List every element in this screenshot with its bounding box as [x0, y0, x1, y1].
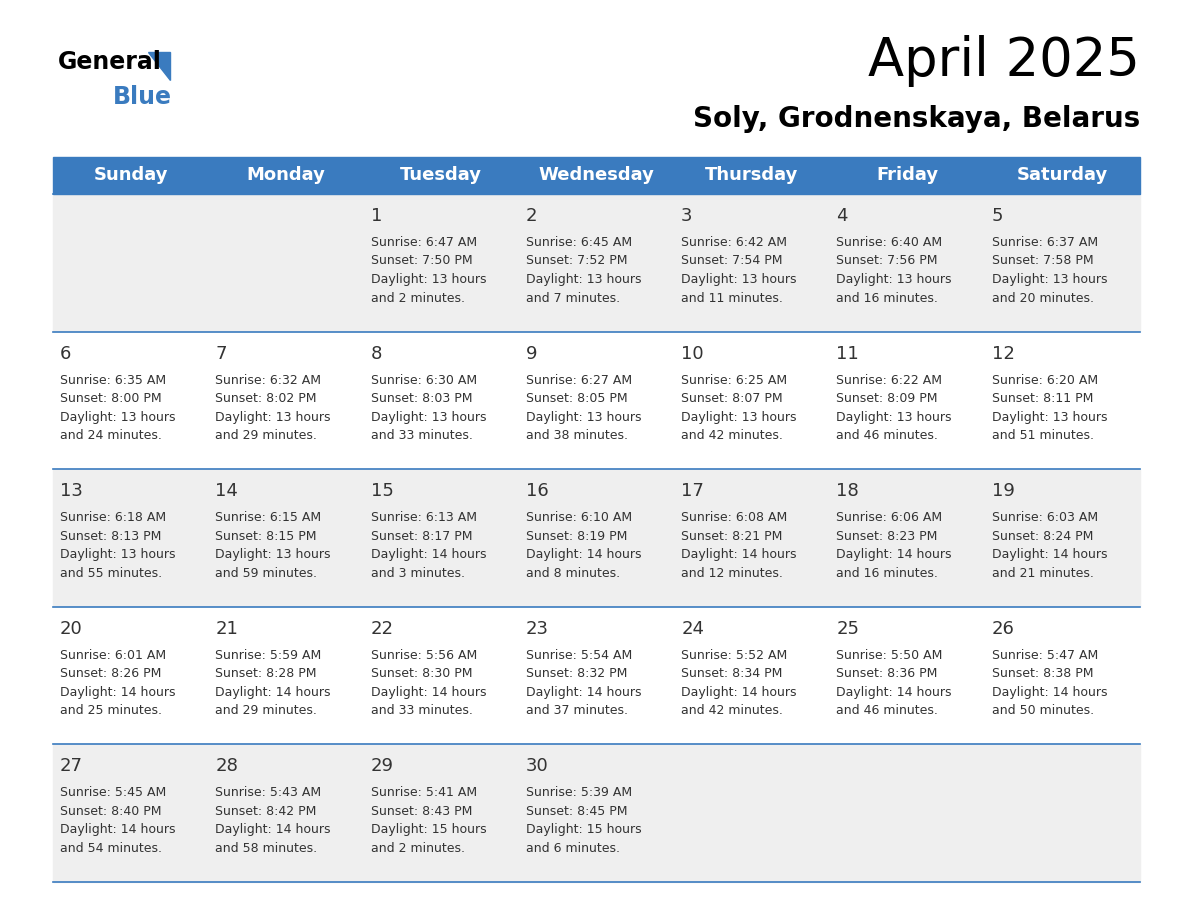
Text: Sunrise: 6:10 AM
Sunset: 8:19 PM
Daylight: 14 hours
and 8 minutes.: Sunrise: 6:10 AM Sunset: 8:19 PM Dayligh…: [526, 511, 642, 579]
Text: 9: 9: [526, 344, 537, 363]
Bar: [53, 744, 1140, 882]
Text: Sunrise: 5:47 AM
Sunset: 8:38 PM
Daylight: 14 hours
and 50 minutes.: Sunrise: 5:47 AM Sunset: 8:38 PM Dayligh…: [992, 649, 1107, 717]
Text: Tuesday: Tuesday: [400, 166, 482, 185]
Text: Sunrise: 6:06 AM
Sunset: 8:23 PM
Daylight: 14 hours
and 16 minutes.: Sunrise: 6:06 AM Sunset: 8:23 PM Dayligh…: [836, 511, 952, 579]
Text: Sunrise: 6:47 AM
Sunset: 7:50 PM
Daylight: 13 hours
and 2 minutes.: Sunrise: 6:47 AM Sunset: 7:50 PM Dayligh…: [371, 236, 486, 305]
Text: 2: 2: [526, 207, 537, 225]
Text: Sunrise: 6:25 AM
Sunset: 8:07 PM
Daylight: 13 hours
and 42 minutes.: Sunrise: 6:25 AM Sunset: 8:07 PM Dayligh…: [681, 374, 797, 442]
Text: 25: 25: [836, 620, 859, 638]
Text: Sunrise: 6:37 AM
Sunset: 7:58 PM
Daylight: 13 hours
and 20 minutes.: Sunrise: 6:37 AM Sunset: 7:58 PM Dayligh…: [992, 236, 1107, 305]
Text: Wednesday: Wednesday: [538, 166, 655, 185]
Text: Sunrise: 6:30 AM
Sunset: 8:03 PM
Daylight: 13 hours
and 33 minutes.: Sunrise: 6:30 AM Sunset: 8:03 PM Dayligh…: [371, 374, 486, 442]
Text: Sunrise: 5:43 AM
Sunset: 8:42 PM
Daylight: 14 hours
and 58 minutes.: Sunrise: 5:43 AM Sunset: 8:42 PM Dayligh…: [215, 787, 330, 855]
Text: 4: 4: [836, 207, 848, 225]
Text: Sunrise: 5:41 AM
Sunset: 8:43 PM
Daylight: 15 hours
and 2 minutes.: Sunrise: 5:41 AM Sunset: 8:43 PM Dayligh…: [371, 787, 486, 855]
Text: 18: 18: [836, 482, 859, 500]
Text: Sunrise: 5:50 AM
Sunset: 8:36 PM
Daylight: 14 hours
and 46 minutes.: Sunrise: 5:50 AM Sunset: 8:36 PM Dayligh…: [836, 649, 952, 717]
Bar: [53, 607, 1140, 744]
Text: 15: 15: [371, 482, 393, 500]
Text: Sunrise: 6:18 AM
Sunset: 8:13 PM
Daylight: 13 hours
and 55 minutes.: Sunrise: 6:18 AM Sunset: 8:13 PM Dayligh…: [61, 511, 176, 579]
Bar: [53, 331, 1140, 469]
Text: Sunrise: 6:01 AM
Sunset: 8:26 PM
Daylight: 14 hours
and 25 minutes.: Sunrise: 6:01 AM Sunset: 8:26 PM Dayligh…: [61, 649, 176, 717]
Text: Sunrise: 6:40 AM
Sunset: 7:56 PM
Daylight: 13 hours
and 16 minutes.: Sunrise: 6:40 AM Sunset: 7:56 PM Dayligh…: [836, 236, 952, 305]
Text: Blue: Blue: [113, 85, 172, 109]
Text: Saturday: Saturday: [1017, 166, 1108, 185]
Text: 26: 26: [992, 620, 1015, 638]
Text: 10: 10: [681, 344, 703, 363]
Bar: [53, 194, 1140, 331]
Text: 6: 6: [61, 344, 71, 363]
Text: 28: 28: [215, 757, 238, 776]
Text: Sunrise: 5:54 AM
Sunset: 8:32 PM
Daylight: 14 hours
and 37 minutes.: Sunrise: 5:54 AM Sunset: 8:32 PM Dayligh…: [526, 649, 642, 717]
Text: Soly, Grodnenskaya, Belarus: Soly, Grodnenskaya, Belarus: [693, 105, 1140, 133]
Polygon shape: [148, 52, 170, 80]
Text: Sunrise: 6:27 AM
Sunset: 8:05 PM
Daylight: 13 hours
and 38 minutes.: Sunrise: 6:27 AM Sunset: 8:05 PM Dayligh…: [526, 374, 642, 442]
Text: 30: 30: [526, 757, 549, 776]
Text: 1: 1: [371, 207, 383, 225]
Text: Sunrise: 6:45 AM
Sunset: 7:52 PM
Daylight: 13 hours
and 7 minutes.: Sunrise: 6:45 AM Sunset: 7:52 PM Dayligh…: [526, 236, 642, 305]
Text: 12: 12: [992, 344, 1015, 363]
Text: Sunrise: 6:42 AM
Sunset: 7:54 PM
Daylight: 13 hours
and 11 minutes.: Sunrise: 6:42 AM Sunset: 7:54 PM Dayligh…: [681, 236, 797, 305]
Bar: [53, 157, 1140, 194]
Text: 19: 19: [992, 482, 1015, 500]
Text: Sunrise: 5:39 AM
Sunset: 8:45 PM
Daylight: 15 hours
and 6 minutes.: Sunrise: 5:39 AM Sunset: 8:45 PM Dayligh…: [526, 787, 642, 855]
Text: 14: 14: [215, 482, 238, 500]
Text: 8: 8: [371, 344, 383, 363]
Text: Sunrise: 6:22 AM
Sunset: 8:09 PM
Daylight: 13 hours
and 46 minutes.: Sunrise: 6:22 AM Sunset: 8:09 PM Dayligh…: [836, 374, 952, 442]
Text: 20: 20: [61, 620, 83, 638]
Text: Monday: Monday: [246, 166, 326, 185]
Text: 7: 7: [215, 344, 227, 363]
Text: 27: 27: [61, 757, 83, 776]
Text: 24: 24: [681, 620, 704, 638]
Text: 23: 23: [526, 620, 549, 638]
Text: 5: 5: [992, 207, 1003, 225]
Text: 13: 13: [61, 482, 83, 500]
Text: Sunrise: 6:13 AM
Sunset: 8:17 PM
Daylight: 14 hours
and 3 minutes.: Sunrise: 6:13 AM Sunset: 8:17 PM Dayligh…: [371, 511, 486, 579]
Text: 3: 3: [681, 207, 693, 225]
Text: Sunrise: 6:32 AM
Sunset: 8:02 PM
Daylight: 13 hours
and 29 minutes.: Sunrise: 6:32 AM Sunset: 8:02 PM Dayligh…: [215, 374, 330, 442]
Text: Sunrise: 5:56 AM
Sunset: 8:30 PM
Daylight: 14 hours
and 33 minutes.: Sunrise: 5:56 AM Sunset: 8:30 PM Dayligh…: [371, 649, 486, 717]
Text: 11: 11: [836, 344, 859, 363]
Text: April 2025: April 2025: [868, 35, 1140, 87]
Text: Sunrise: 6:08 AM
Sunset: 8:21 PM
Daylight: 14 hours
and 12 minutes.: Sunrise: 6:08 AM Sunset: 8:21 PM Dayligh…: [681, 511, 797, 579]
Text: Sunrise: 6:03 AM
Sunset: 8:24 PM
Daylight: 14 hours
and 21 minutes.: Sunrise: 6:03 AM Sunset: 8:24 PM Dayligh…: [992, 511, 1107, 579]
Text: Friday: Friday: [876, 166, 939, 185]
Text: Sunrise: 5:59 AM
Sunset: 8:28 PM
Daylight: 14 hours
and 29 minutes.: Sunrise: 5:59 AM Sunset: 8:28 PM Dayligh…: [215, 649, 330, 717]
Bar: [53, 469, 1140, 607]
Text: Sunrise: 6:15 AM
Sunset: 8:15 PM
Daylight: 13 hours
and 59 minutes.: Sunrise: 6:15 AM Sunset: 8:15 PM Dayligh…: [215, 511, 330, 579]
Text: 16: 16: [526, 482, 549, 500]
Text: Sunrise: 5:45 AM
Sunset: 8:40 PM
Daylight: 14 hours
and 54 minutes.: Sunrise: 5:45 AM Sunset: 8:40 PM Dayligh…: [61, 787, 176, 855]
Text: Sunrise: 6:35 AM
Sunset: 8:00 PM
Daylight: 13 hours
and 24 minutes.: Sunrise: 6:35 AM Sunset: 8:00 PM Dayligh…: [61, 374, 176, 442]
Text: 29: 29: [371, 757, 393, 776]
Text: General: General: [58, 50, 162, 74]
Text: 17: 17: [681, 482, 704, 500]
Text: 22: 22: [371, 620, 393, 638]
Text: Sunrise: 5:52 AM
Sunset: 8:34 PM
Daylight: 14 hours
and 42 minutes.: Sunrise: 5:52 AM Sunset: 8:34 PM Dayligh…: [681, 649, 797, 717]
Text: Sunrise: 6:20 AM
Sunset: 8:11 PM
Daylight: 13 hours
and 51 minutes.: Sunrise: 6:20 AM Sunset: 8:11 PM Dayligh…: [992, 374, 1107, 442]
Text: Sunday: Sunday: [94, 166, 168, 185]
Text: Thursday: Thursday: [706, 166, 798, 185]
Text: 21: 21: [215, 620, 238, 638]
